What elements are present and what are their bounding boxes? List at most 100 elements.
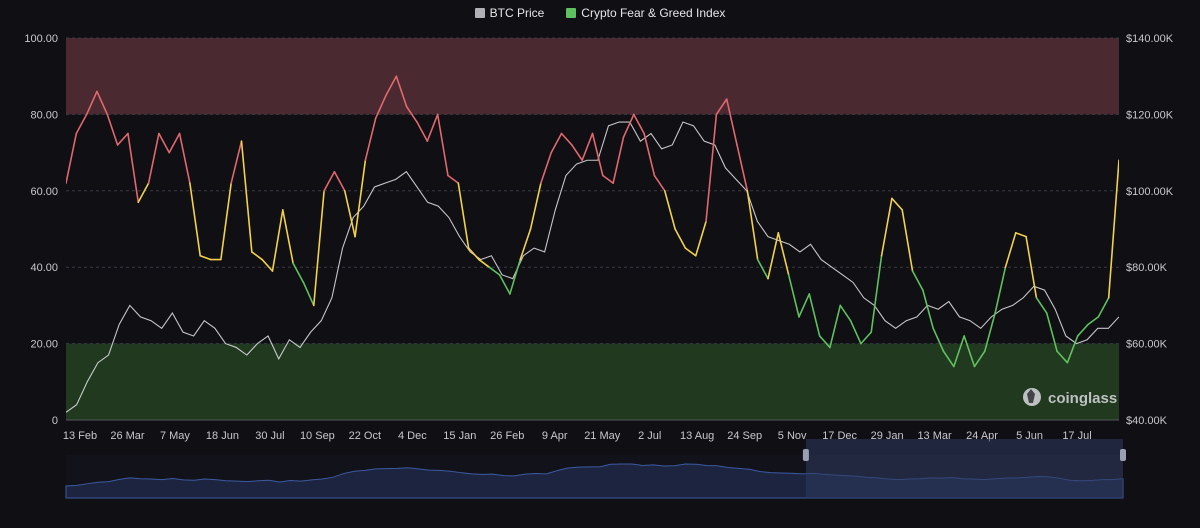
fear-greed-segment <box>147 132 160 184</box>
x-tick-label: 7 May <box>160 430 190 442</box>
fear-greed-segment <box>96 90 109 116</box>
fear-greed-segment <box>942 350 955 368</box>
fear-greed-segment <box>333 170 346 192</box>
fear-greed-segment <box>106 113 119 146</box>
right-tick-label: $40.00K <box>1126 415 1168 427</box>
fear-greed-segment <box>343 190 356 238</box>
grid-lines <box>66 37 1119 421</box>
left-tick-label: 40.00 <box>30 262 58 274</box>
fear-greed-segment <box>395 75 408 108</box>
fear-greed-segment <box>364 117 377 162</box>
fear-greed-segment <box>281 209 294 265</box>
fear-greed-segment <box>571 144 583 162</box>
fear-greed-segment <box>963 335 976 368</box>
fear-greed-segment <box>1097 296 1110 318</box>
right-axis-ticks: $40.00K $60.00K $80.00K $100.00K $120.00K $14… <box>1126 33 1174 427</box>
fear-greed-segment <box>684 247 697 257</box>
legend-label-fear-greed: Crypto Fear & Greed Index <box>581 6 726 20</box>
fear-greed-segment <box>127 132 140 204</box>
fear-greed-segment <box>85 90 98 116</box>
x-tick-label: 10 Sep <box>300 430 335 442</box>
fear-greed-segment <box>189 182 202 257</box>
fear-greed-segment <box>746 190 759 261</box>
fear-greed-segment <box>1045 312 1058 353</box>
fear-greed-segment <box>178 132 191 184</box>
fear-greed-segment <box>901 209 914 272</box>
fear-greed-segment <box>932 327 945 353</box>
fear-greed-segment <box>457 182 470 249</box>
fear-greed-segment <box>891 197 904 211</box>
x-tick-label: 15 Jan <box>443 430 476 442</box>
fear-greed-segment <box>116 132 129 146</box>
fear-greed-segment <box>220 182 232 261</box>
fear-greed-segment <box>302 281 315 307</box>
fear-greed-segment <box>922 289 934 330</box>
fear-greed-segment <box>994 266 1007 314</box>
left-tick-label: 0 <box>52 415 58 427</box>
fear-greed-segment <box>798 293 811 318</box>
fear-greed-segment <box>849 319 862 345</box>
fear-greed-segment <box>1056 350 1069 364</box>
x-tick-label: 21 May <box>584 430 621 442</box>
fear-greed-segment <box>498 274 511 295</box>
fear-greed-segment <box>137 182 150 204</box>
fear-greed-segment <box>560 132 573 146</box>
fear-greed-segment <box>725 98 738 146</box>
fear-greed-segment <box>168 132 181 154</box>
range-brush[interactable] <box>65 439 1126 499</box>
fear-greed-segment <box>653 174 666 192</box>
coinglass-logo-icon <box>1023 388 1041 406</box>
fear-greed-segment <box>385 75 398 97</box>
btc-price-line <box>66 121 1119 413</box>
brush-handle-right[interactable] <box>1120 449 1126 461</box>
fear-greed-segment <box>808 293 821 337</box>
fear-greed-segment <box>1087 316 1100 326</box>
fear-greed-segment <box>643 132 656 177</box>
fear-greed-segment <box>447 174 460 184</box>
extreme-greed-band <box>66 38 1119 115</box>
fear-greed-segment <box>870 254 883 333</box>
fear-greed-segment <box>953 335 965 368</box>
fear-greed-segment <box>199 254 212 261</box>
x-tick-label: 2 Jul <box>638 430 661 442</box>
fear-greed-segment <box>540 151 553 184</box>
series-layer <box>66 75 1119 413</box>
fear-greed-segment <box>767 232 780 280</box>
x-tick-label: 13 Feb <box>63 430 97 442</box>
right-tick-label: $140.00K <box>1126 33 1174 45</box>
brush-handle-left[interactable] <box>802 449 809 461</box>
fear-greed-segment <box>426 113 439 142</box>
legend-swatch-fear-greed <box>566 8 577 18</box>
fear-greed-segment <box>911 270 924 291</box>
fear-greed-segment <box>405 105 418 123</box>
fear-greed-segment <box>550 132 563 154</box>
fear-greed-segment <box>829 304 842 349</box>
fear-greed-segment <box>312 190 325 307</box>
fear-greed-segment <box>374 94 387 120</box>
legend-item-btc-price[interactable]: BTC Price <box>474 6 544 20</box>
x-tick-label: 5 Nov <box>778 430 807 442</box>
fear-greed-segment <box>632 113 645 135</box>
legend-item-fear-greed[interactable]: Crypto Fear & Greed Index <box>566 6 725 20</box>
left-tick-label: 60.00 <box>30 186 58 198</box>
fear-greed-segment <box>591 132 604 177</box>
extreme-fear-band <box>66 343 1119 420</box>
left-tick-label: 100.00 <box>24 33 58 45</box>
fear-greed-segment <box>705 113 718 223</box>
fear-greed-segment <box>581 132 594 162</box>
fear-greed-segment <box>478 258 491 269</box>
x-tick-label: 24 Sep <box>727 430 762 442</box>
fear-greed-segment <box>230 140 243 184</box>
x-tick-label: 9 Apr <box>542 430 568 442</box>
right-tick-label: $100.00K <box>1126 186 1174 198</box>
fear-greed-segment <box>602 174 614 184</box>
fear-greed-segment <box>1014 232 1027 238</box>
fear-greed-segment <box>777 232 790 276</box>
fear-greed-segment <box>261 258 274 272</box>
brush-selection[interactable] <box>805 439 1123 498</box>
fear-greed-segment <box>292 262 305 284</box>
fear-greed-segment <box>1076 323 1089 337</box>
fear-greed-segment <box>488 266 501 276</box>
watermark-text: coinglass <box>1048 390 1117 407</box>
